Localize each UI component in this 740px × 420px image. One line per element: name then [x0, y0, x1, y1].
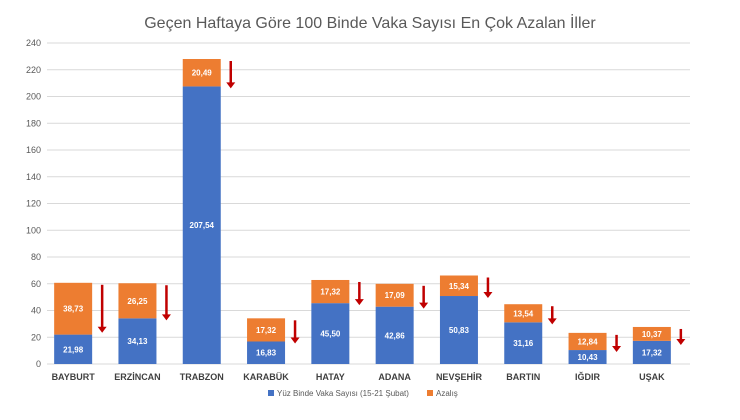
bar-decrease: [247, 318, 286, 342]
y-tick-label: 20: [31, 332, 41, 342]
data-label: 38,73: [63, 305, 84, 314]
x-tick-label: BAYBURT: [52, 372, 96, 382]
data-label: 17,32: [642, 348, 663, 357]
bar-decrease: [182, 59, 221, 87]
data-label: 34,13: [127, 337, 148, 346]
data-label: 42,86: [385, 331, 406, 340]
bar-cases: [439, 296, 478, 364]
data-label: 31,16: [513, 339, 534, 348]
down-arrow-icon: [290, 320, 300, 344]
x-tick-label: UŞAK: [639, 372, 665, 382]
y-tick-label: 220: [26, 65, 41, 75]
legend-swatch: [268, 390, 274, 396]
x-tick-label: HATAY: [316, 372, 345, 382]
y-tick-label: 240: [26, 38, 41, 48]
data-label: 12,84: [578, 337, 599, 346]
bar-cases: [182, 86, 221, 364]
x-tick-label: BARTIN: [506, 372, 540, 382]
arrows: [97, 61, 686, 353]
y-tick-label: 120: [26, 199, 41, 209]
x-tick-label: KARABÜK: [243, 372, 289, 382]
legend-label: Azalış: [436, 389, 458, 398]
down-arrow-icon: [226, 61, 236, 89]
y-tick-label: 0: [36, 359, 41, 369]
bar-decrease: [439, 275, 478, 297]
data-label: 17,32: [320, 288, 341, 297]
bar-cases: [247, 341, 286, 364]
data-label: 17,09: [385, 291, 406, 300]
data-label: 21,98: [63, 345, 84, 354]
y-tick-label: 200: [26, 92, 41, 102]
bar-cases: [311, 303, 350, 364]
y-axis: 0 20 40 60 80 100 120 140 160 180 200 220 240: [26, 38, 41, 369]
bar-decrease: [504, 304, 543, 323]
data-labels: 21,98 38,73 34,13 26,25 207,54 20,49 16,83 17,3…: [63, 69, 662, 362]
bar-cases: [632, 340, 671, 364]
bar-cases: [568, 350, 607, 364]
data-label: 15,34: [449, 282, 470, 291]
data-label: 20,49: [192, 69, 213, 78]
data-label: 26,25: [127, 297, 148, 306]
down-arrow-icon: [354, 281, 364, 306]
y-tick-label: 40: [31, 306, 41, 316]
data-label: 16,83: [256, 349, 277, 358]
x-tick-label: ERZİNCAN: [114, 372, 161, 382]
y-tick-label: 180: [26, 118, 41, 128]
y-tick-label: 140: [26, 172, 41, 182]
legend-label: Yüz Binde Vaka Sayısı (15-21 Şubat): [277, 389, 409, 398]
bar-cases: [118, 318, 157, 364]
bar-cases: [54, 334, 93, 364]
data-label: 10,43: [578, 353, 599, 362]
x-tick-label: ADANA: [378, 372, 411, 382]
data-label: 50,83: [449, 326, 470, 335]
x-tick-label: TRABZON: [180, 372, 224, 382]
bar-decrease: [118, 283, 157, 319]
data-label: 10,37: [642, 330, 663, 339]
x-tick-label: NEVŞEHİR: [436, 372, 483, 382]
down-arrow-icon: [547, 306, 557, 325]
bar-decrease: [375, 283, 414, 307]
bar-decrease: [568, 332, 607, 351]
down-arrow-icon: [676, 328, 686, 345]
bar-cases: [504, 322, 543, 364]
bar-decrease: [54, 282, 93, 335]
legend: Yüz Binde Vaka Sayısı (15-21 Şubat) Azalı…: [268, 389, 458, 398]
chart-title: Geçen Haftaya Göre 100 Binde Vaka Sayısı…: [144, 13, 596, 32]
data-label: 13,54: [513, 309, 534, 318]
down-arrow-icon: [161, 285, 171, 321]
data-label: 17,32: [256, 326, 277, 335]
x-axis: BAYBURT ERZİNCAN TRABZON KARABÜK HATAY ADANA N…: [52, 371, 666, 382]
data-label: 207,54: [190, 221, 215, 230]
bar-decrease: [311, 279, 350, 304]
down-arrow-icon: [97, 284, 107, 333]
data-label: 45,50: [320, 330, 341, 339]
bar-cases: [375, 306, 414, 364]
x-tick-label: IĞDIR: [575, 371, 601, 382]
bar-decrease: [632, 326, 671, 341]
legend-swatch: [427, 390, 433, 396]
y-tick-label: 100: [26, 225, 41, 235]
down-arrow-icon: [419, 285, 429, 309]
y-tick-label: 160: [26, 145, 41, 155]
down-arrow-icon: [483, 277, 493, 299]
y-tick-label: 60: [31, 279, 41, 289]
bars: [54, 59, 671, 364]
down-arrow-icon: [612, 334, 622, 353]
y-tick-label: 80: [31, 252, 41, 262]
